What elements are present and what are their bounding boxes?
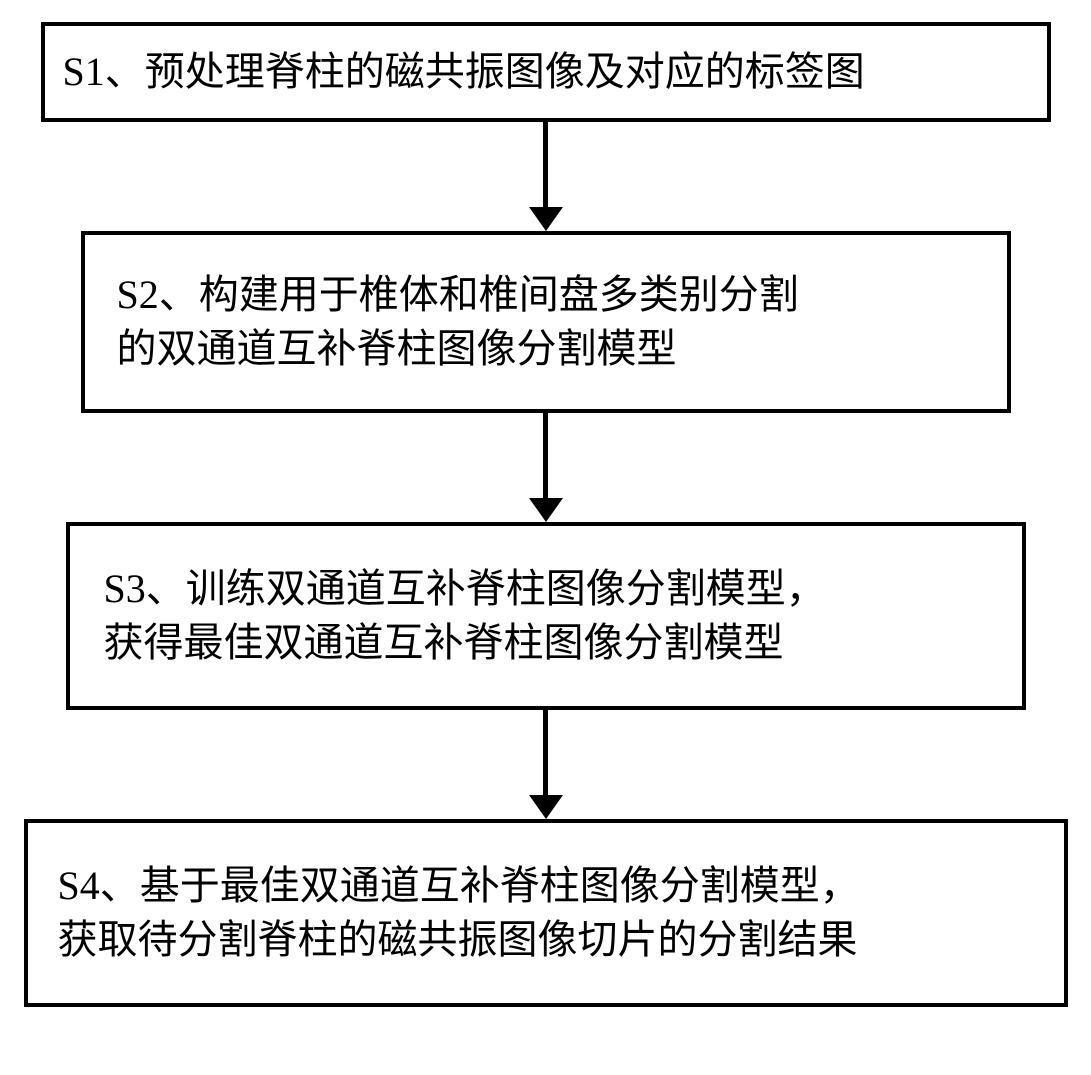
flowchart-step-s1: S1、预处理脊柱的磁共振图像及对应的标签图: [41, 22, 1051, 122]
step-s3-line: 获得最佳双通道互补脊柱图像分割模型: [104, 616, 988, 670]
step-s2-line: 的双通道互补脊柱图像分割模型: [117, 322, 975, 376]
flowchart-step-s3: S3、训练双通道互补脊柱图像分割模型，获得最佳双通道互补脊柱图像分割模型: [66, 522, 1026, 710]
step-s1-line: S1、预处理脊柱的磁共振图像及对应的标签图: [63, 45, 1029, 99]
arrow-head-icon: [529, 795, 563, 819]
flowchart-arrow: [529, 413, 563, 522]
arrow-head-icon: [529, 207, 563, 231]
flowchart-arrow: [529, 710, 563, 819]
step-s4-line: S4、基于最佳双通道互补脊柱图像分割模型，: [58, 859, 1034, 913]
flowchart-container: S1、预处理脊柱的磁共振图像及对应的标签图 S2、构建用于椎体和椎间盘多类别分割的…: [24, 22, 1068, 1007]
step-s3-line: S3、训练双通道互补脊柱图像分割模型，: [104, 562, 988, 616]
flowchart-step-s2: S2、构建用于椎体和椎间盘多类别分割的双通道互补脊柱图像分割模型: [81, 231, 1011, 413]
arrow-head-icon: [529, 498, 563, 522]
arrow-shaft: [543, 122, 548, 207]
flowchart-arrow: [529, 122, 563, 231]
arrow-shaft: [543, 413, 548, 498]
arrow-shaft: [543, 710, 548, 795]
step-s4-line: 获取待分割脊柱的磁共振图像切片的分割结果: [58, 913, 1034, 967]
step-s2-line: S2、构建用于椎体和椎间盘多类别分割: [117, 268, 975, 322]
flowchart-step-s4: S4、基于最佳双通道互补脊柱图像分割模型，获取待分割脊柱的磁共振图像切片的分割结…: [24, 819, 1068, 1007]
